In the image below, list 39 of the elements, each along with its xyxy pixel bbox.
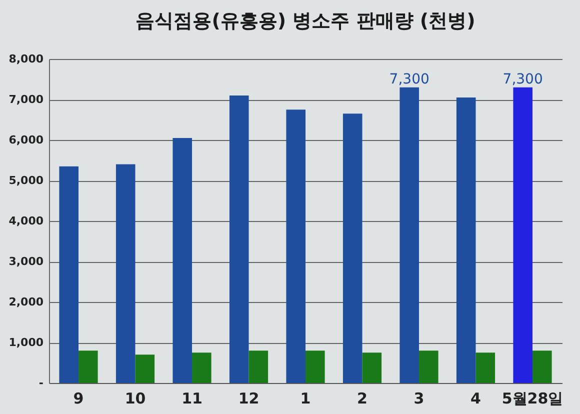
y-tick-label: 4,000 bbox=[8, 214, 44, 228]
y-tick-label: 7,000 bbox=[8, 93, 44, 106]
bar bbox=[248, 350, 268, 383]
bar bbox=[59, 166, 79, 383]
x-tick-label: 5월28일 bbox=[502, 390, 564, 408]
y-tick-label: 3,000 bbox=[8, 255, 44, 268]
chart-title: 음식점용(유흥용) 병소주 판매량 (천병) bbox=[136, 10, 476, 32]
x-tick-label: 1 bbox=[300, 390, 311, 408]
bar bbox=[172, 138, 192, 383]
bar bbox=[78, 350, 98, 383]
bar bbox=[342, 114, 362, 383]
x-tick-label: 10 bbox=[124, 390, 146, 408]
bar bbox=[532, 350, 552, 383]
bar bbox=[456, 97, 476, 383]
bar bbox=[306, 350, 325, 383]
bar bbox=[116, 164, 136, 383]
bar bbox=[192, 352, 212, 383]
data-label: 7,300 bbox=[502, 71, 543, 88]
y-tick-label: 6,000 bbox=[8, 134, 44, 146]
bar bbox=[400, 87, 419, 383]
y-tick-label: 5,000 bbox=[8, 174, 44, 187]
x-tick-label: 4 bbox=[470, 390, 481, 408]
bar bbox=[513, 87, 532, 383]
y-tick-label: 8,000 bbox=[8, 52, 44, 66]
y-tick-label: 1,000 bbox=[8, 336, 44, 349]
y-tick-label: 2,000 bbox=[8, 296, 44, 308]
x-tick-label: 9 bbox=[73, 390, 84, 408]
bar bbox=[362, 352, 382, 383]
x-tick-label: 12 bbox=[238, 390, 260, 408]
bar bbox=[135, 354, 155, 383]
data-label: 7,300 bbox=[389, 71, 430, 88]
y-tick-label: - bbox=[38, 376, 44, 390]
bar bbox=[476, 352, 496, 383]
bar bbox=[286, 110, 306, 383]
x-tick-label: 2 bbox=[357, 390, 368, 408]
x-tick-label: 3 bbox=[414, 390, 424, 408]
x-tick-label: 11 bbox=[182, 390, 202, 408]
bar bbox=[418, 350, 438, 383]
bar bbox=[229, 95, 249, 383]
